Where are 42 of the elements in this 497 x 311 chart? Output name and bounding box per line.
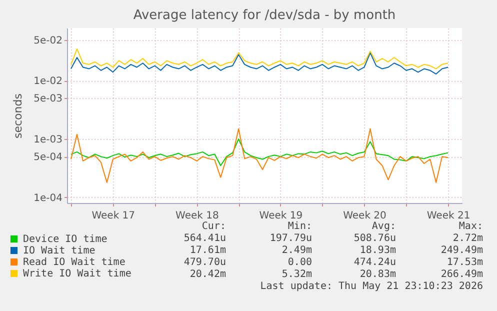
chart-title: Average latency for /dev/sda - by month — [133, 8, 396, 23]
text: 266.49m — [440, 269, 483, 281]
y-tick-label: 5e-04 — [34, 152, 62, 164]
y-tick-label: 1e-02 — [34, 76, 62, 88]
line-series — [70, 138, 449, 166]
text: 17.61m — [190, 245, 226, 257]
y-tick-label: 1e-04 — [34, 192, 62, 204]
text: 479.70u — [184, 257, 226, 269]
text: 249.49m — [440, 245, 483, 257]
legend-label: Read IO Wait time — [23, 257, 126, 268]
line-series — [70, 48, 449, 70]
text: 5.32m — [282, 269, 312, 281]
text: 2.72m — [452, 233, 483, 245]
x-tick-label: Week 19 — [259, 210, 303, 222]
text: 0.00 — [288, 257, 312, 269]
line-series — [70, 52, 449, 75]
text: 17.53m — [446, 257, 483, 269]
legend-label: IO Wait time — [23, 246, 96, 256]
text: Cur: — [202, 221, 226, 233]
text: Last update: Thu May 21 23:10:23 2026 — [260, 281, 483, 293]
text: 564.41u — [184, 233, 226, 245]
text: 508.76u — [354, 233, 396, 245]
text: 20.83m — [360, 269, 396, 281]
legend-label: Device IO time — [23, 234, 108, 245]
x-tick-label: Week 18 — [176, 210, 219, 222]
text: 474.24u — [354, 257, 396, 269]
text: 197.79u — [270, 233, 312, 245]
y-axis-title: seconds — [12, 93, 25, 138]
text: 20.42m — [190, 269, 226, 281]
y-tick-label: 5e-02 — [34, 35, 62, 46]
y-tick-label: 5e-03 — [34, 94, 62, 105]
text: 2.49m — [282, 245, 312, 257]
y-tick-label: 1e-03 — [34, 134, 62, 146]
line-series — [70, 128, 449, 183]
x-tick-label: Week 17 — [92, 210, 136, 222]
text: 18.93m — [360, 245, 396, 257]
text: Max: — [458, 221, 483, 233]
x-tick-label: Week 20 — [343, 210, 386, 222]
legend-label: Write IO Wait time — [23, 268, 132, 280]
x-tick-label: Week 21 — [426, 210, 470, 222]
text: Avg: — [372, 221, 396, 233]
text: Min: — [288, 221, 312, 233]
